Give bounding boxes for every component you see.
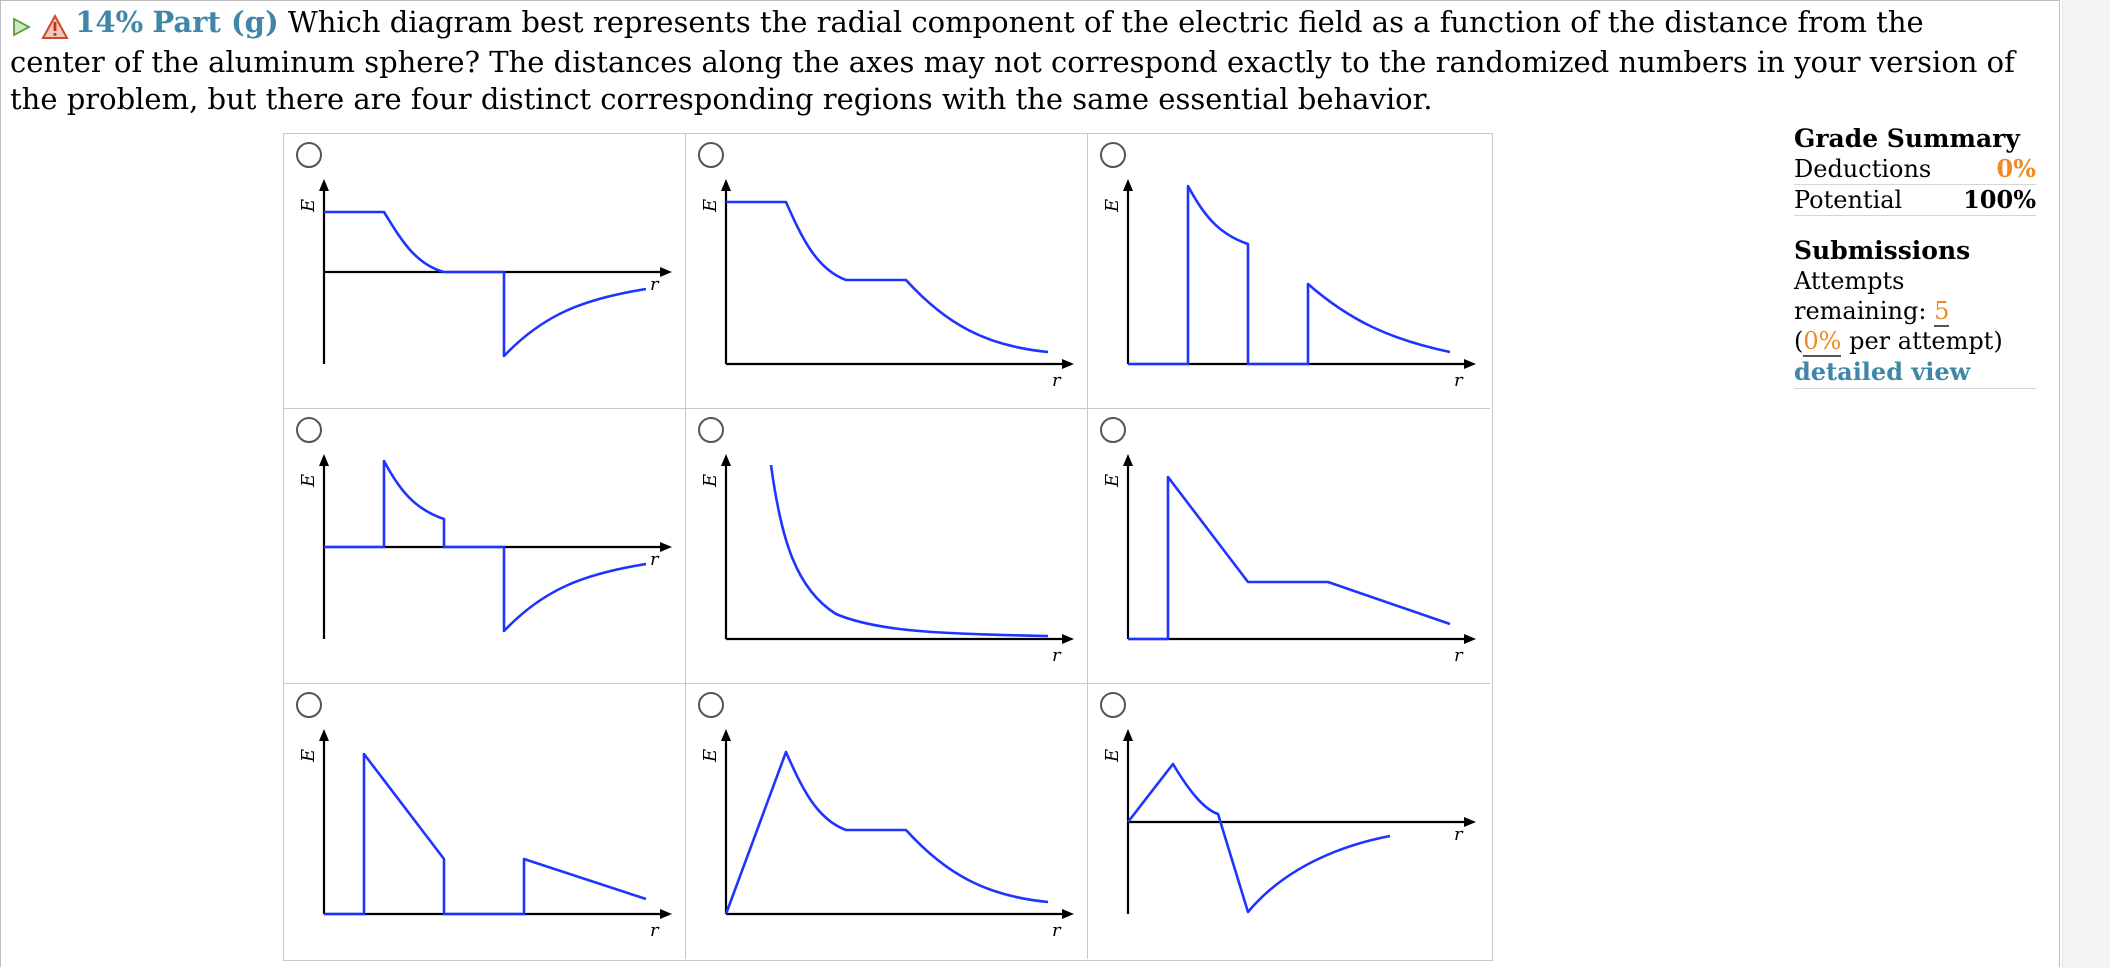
- radio-button-icon[interactable]: [698, 142, 724, 168]
- x-axis-arrow: [660, 909, 672, 919]
- y-axis-arrow: [721, 454, 731, 466]
- choice-6-plot: E r: [1102, 454, 1476, 666]
- choice-2[interactable]: E r: [686, 134, 1088, 409]
- per-attempt: (0% per attempt): [1794, 326, 2036, 357]
- y-axis-arrow: [319, 454, 329, 466]
- per-attempt-label: per attempt): [1849, 327, 2003, 355]
- submissions-title: Submissions: [1794, 236, 1971, 265]
- x-axis-label: r: [1454, 824, 1464, 845]
- x-axis-label: r: [650, 549, 660, 570]
- choice-4[interactable]: E r: [284, 409, 686, 684]
- x-axis-arrow: [1062, 909, 1074, 919]
- deductions-label: Deductions: [1794, 155, 1932, 183]
- scrollbar[interactable]: [2062, 0, 2110, 968]
- y-axis-arrow: [721, 179, 731, 191]
- choice-9-plot: E r: [1102, 729, 1476, 914]
- part-percent: 14%: [75, 5, 144, 39]
- y-axis-label: E: [700, 199, 721, 213]
- field-curve: [1128, 475, 1451, 641]
- grade-sidebar: Grade Summary Deductions 0% Potential 10…: [1794, 124, 2036, 389]
- field-curve: [324, 752, 647, 916]
- question-status-icons: [10, 7, 69, 44]
- x-axis-arrow: [1464, 817, 1476, 827]
- x-axis-arrow: [1062, 634, 1074, 644]
- y-axis-arrow: [319, 179, 329, 191]
- choice-2-plot: E r: [700, 179, 1074, 391]
- potential-value: 100%: [1963, 185, 2036, 214]
- x-axis-arrow: [660, 267, 672, 277]
- y-axis-arrow: [1123, 729, 1133, 741]
- radio-button-icon[interactable]: [1100, 417, 1126, 443]
- attempts-remaining: Attempts remaining: 5: [1794, 266, 2036, 327]
- question-body: Which diagram best represents the radial…: [10, 5, 2015, 116]
- choice-7-plot: E r: [298, 729, 672, 941]
- x-axis-label: r: [650, 920, 660, 941]
- x-axis-arrow: [1062, 359, 1074, 369]
- deductions-row: Deductions 0%: [1794, 154, 2036, 185]
- x-axis-arrow: [1464, 359, 1476, 369]
- y-axis-label: E: [298, 749, 319, 763]
- y-axis-label: E: [1102, 749, 1123, 763]
- x-axis-label: r: [650, 274, 660, 295]
- potential-label: Potential: [1794, 186, 1903, 214]
- play-triangle-icon[interactable]: [10, 16, 32, 38]
- radio-button-icon[interactable]: [698, 692, 724, 718]
- choice-4-plot: E r: [298, 454, 672, 639]
- y-axis-label: E: [1102, 474, 1123, 488]
- potential-row: Potential 100%: [1794, 185, 2036, 216]
- detailed-view-link[interactable]: detailed view: [1794, 356, 2036, 389]
- field-curve: [324, 210, 647, 358]
- x-axis-label: r: [1052, 370, 1062, 391]
- x-axis-label: r: [1052, 645, 1062, 666]
- attempts-value: 5: [1934, 297, 1950, 327]
- radio-button-icon[interactable]: [698, 417, 724, 443]
- problem-frame: [0, 0, 2060, 967]
- choice-5[interactable]: E r: [686, 409, 1088, 684]
- field-curve: [769, 464, 1049, 638]
- choice-8-plot: E r: [700, 729, 1074, 941]
- field-curve: [324, 459, 647, 633]
- x-axis-label: r: [1052, 920, 1062, 941]
- choice-3[interactable]: E r: [1088, 134, 1490, 409]
- choice-9[interactable]: E r: [1088, 684, 1490, 959]
- choice-8[interactable]: E r: [686, 684, 1088, 959]
- y-axis-arrow: [1123, 179, 1133, 191]
- attempts-label: Attempts remaining:: [1794, 267, 1927, 325]
- choice-1[interactable]: E r: [284, 134, 686, 409]
- choice-1-plot: E r: [298, 179, 672, 364]
- per-attempt-value: 0%: [1803, 327, 1842, 357]
- y-axis-arrow: [319, 729, 329, 741]
- field-curve: [1128, 184, 1451, 366]
- x-axis-label: r: [1454, 645, 1464, 666]
- choice-6[interactable]: E r: [1088, 409, 1490, 684]
- grade-summary-title: Grade Summary: [1794, 124, 2020, 153]
- question-text: 14% Part (g) Which diagram best represen…: [10, 4, 2020, 118]
- radio-button-icon[interactable]: [1100, 692, 1126, 718]
- field-curve: [726, 200, 1049, 354]
- radio-button-icon[interactable]: [296, 142, 322, 168]
- choice-7[interactable]: E r: [284, 684, 686, 959]
- y-axis-arrow: [721, 729, 731, 741]
- y-axis-label: E: [700, 749, 721, 763]
- x-axis-arrow: [1464, 634, 1476, 644]
- answer-choices-grid: E r E r E r: [283, 133, 1493, 961]
- y-axis-label: E: [298, 199, 319, 213]
- radio-button-icon[interactable]: [296, 417, 322, 443]
- radio-button-icon[interactable]: [296, 692, 322, 718]
- choice-5-plot: E r: [700, 454, 1074, 666]
- field-curve: [1126, 762, 1391, 914]
- part-label: Part (g): [152, 5, 279, 39]
- y-axis-label: E: [298, 474, 319, 488]
- per-attempt-open: (: [1794, 327, 1804, 355]
- field-curve: [724, 750, 1049, 915]
- y-axis-label: E: [700, 474, 721, 488]
- choice-3-plot: E r: [1102, 179, 1476, 391]
- warning-icon: [41, 13, 69, 39]
- radio-button-icon[interactable]: [1100, 142, 1126, 168]
- y-axis-label: E: [1102, 199, 1123, 213]
- deductions-value: 0%: [1996, 154, 2036, 183]
- x-axis-arrow: [660, 542, 672, 552]
- x-axis-label: r: [1454, 370, 1464, 391]
- y-axis-arrow: [1123, 454, 1133, 466]
